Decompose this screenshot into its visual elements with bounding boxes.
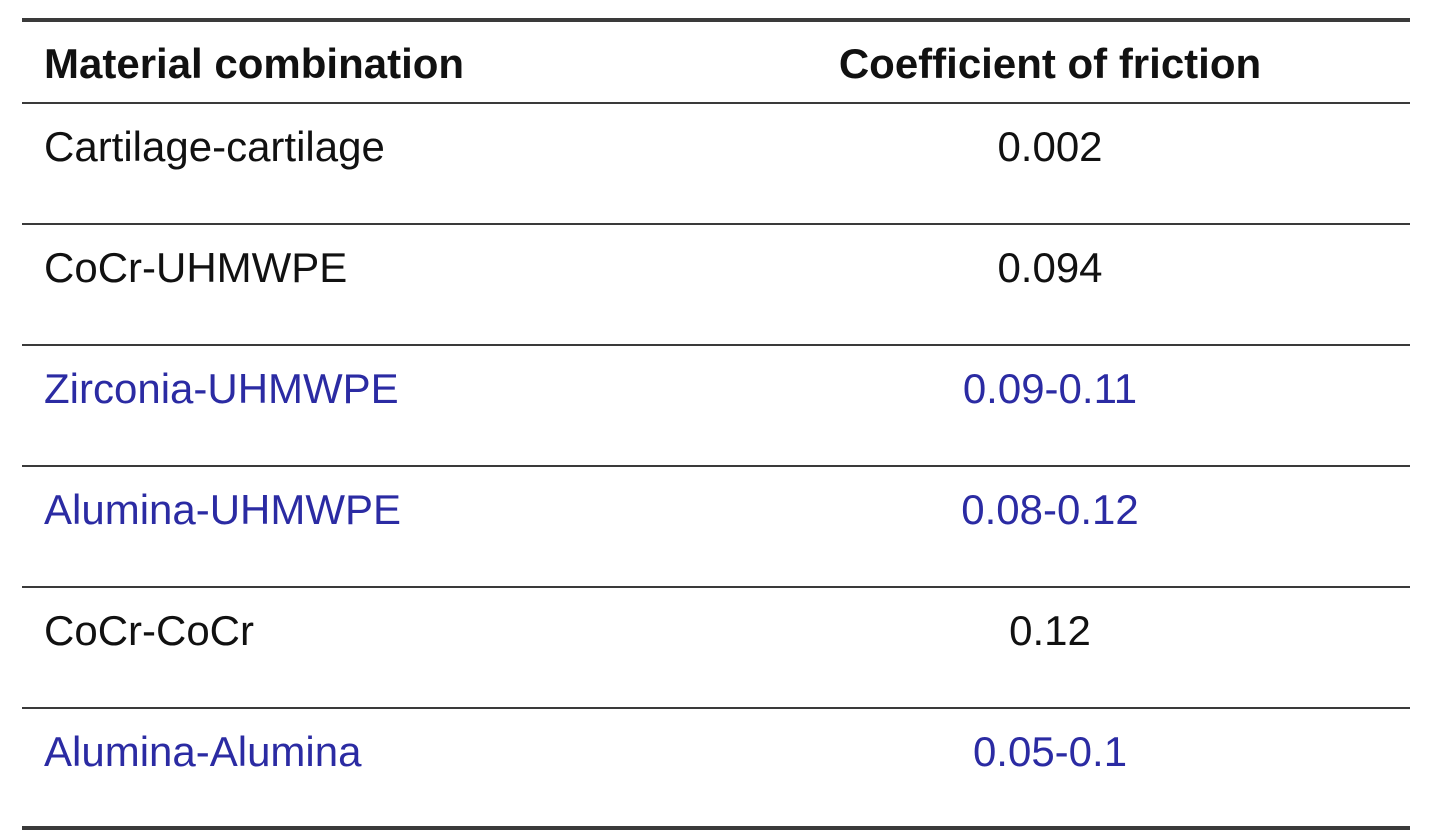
- table-cell: 0.09-0.11: [962, 365, 1138, 412]
- table-cell: 0.002: [997, 123, 1103, 170]
- top-rule: [22, 18, 1410, 22]
- header-rule: [22, 102, 1410, 104]
- table-cell: 0.094: [997, 244, 1103, 291]
- header-cell: Material combination: [44, 40, 465, 87]
- table-cell: 0.12: [1009, 607, 1091, 654]
- table-cell: CoCr-UHMWPE: [44, 244, 348, 291]
- bottom-rule: [22, 826, 1410, 830]
- row-rule: [22, 223, 1410, 225]
- table-cell: Cartilage-cartilage: [44, 123, 385, 170]
- table-cell: 0.05-0.1: [972, 728, 1128, 775]
- row-rule: [22, 344, 1410, 346]
- row-rule: [22, 465, 1410, 467]
- table-cell: CoCr-CoCr: [44, 607, 254, 654]
- table-cell: Alumina-UHMWPE: [44, 486, 402, 533]
- row-rule: [22, 707, 1410, 709]
- table-cell: Zirconia-UHMWPE: [44, 365, 399, 412]
- header-cell: Coefficient of friction: [838, 40, 1262, 87]
- page: {"table": { "header": ["Material combina…: [22, 18, 1410, 830]
- row-rule: [22, 586, 1410, 588]
- table-cell: 0.08-0.12: [961, 486, 1139, 533]
- table-cell: Alumina-Alumina: [44, 728, 362, 775]
